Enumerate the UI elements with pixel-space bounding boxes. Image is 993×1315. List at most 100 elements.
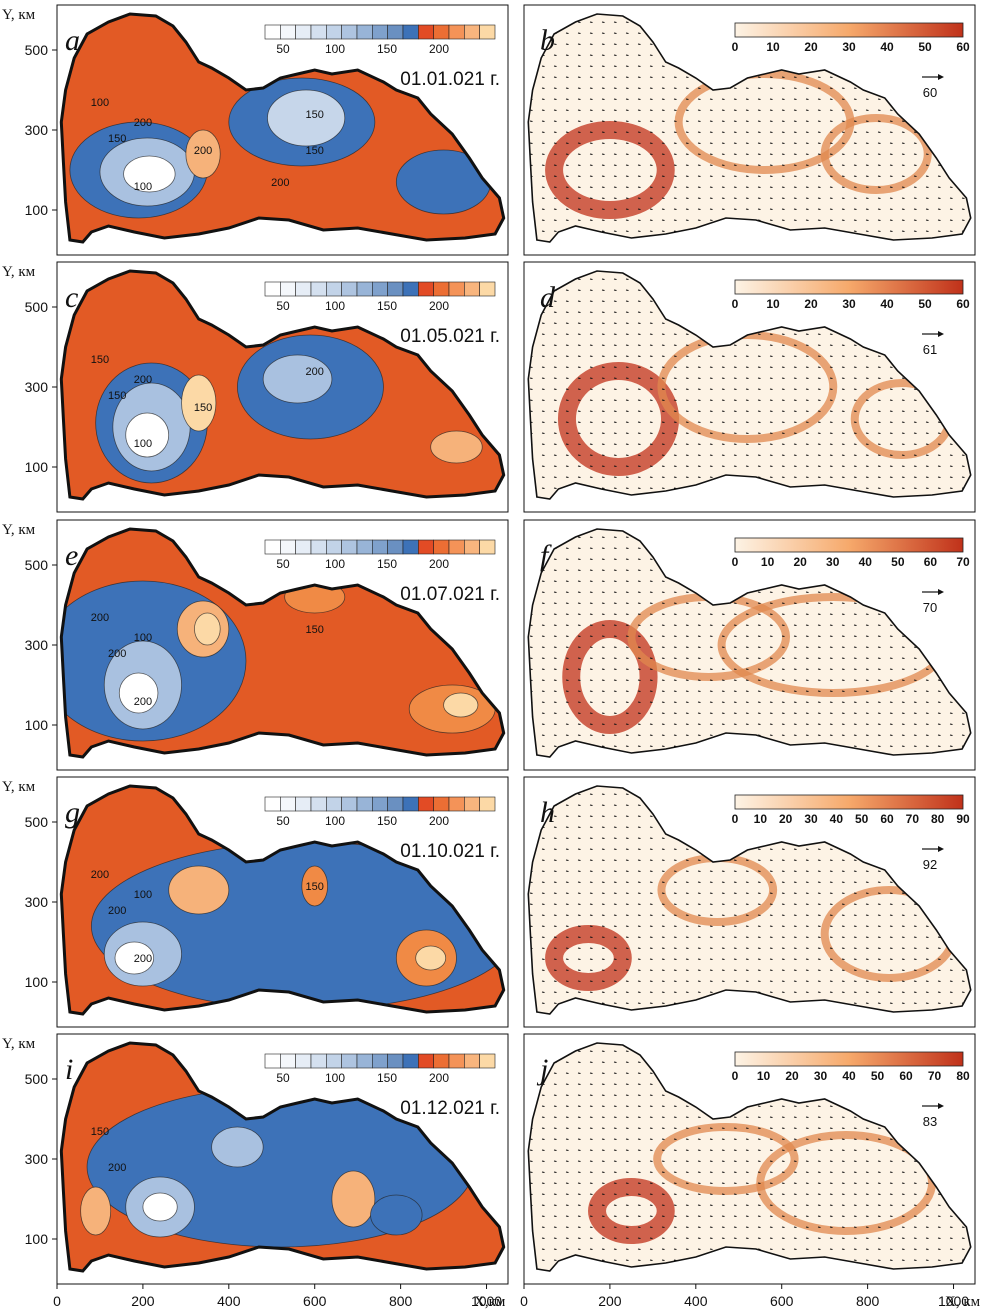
velocity-vector [889,624,893,626]
velocity-vector [637,54,641,56]
velocity-vector [553,701,557,703]
velocity-vector [769,1204,773,1206]
velocity-vector [697,1204,701,1206]
velocity-vector [589,826,593,828]
velocity-vector [793,175,797,177]
velocity-vector [577,344,581,346]
velocity-vector [709,903,713,905]
velocity-vector [709,991,713,993]
velocity-vector [625,1226,629,1228]
velocity-vector [853,1215,857,1217]
velocity-vector [745,646,749,648]
velocity-vector [877,1127,881,1129]
velocity-vector [841,465,845,467]
velocity-vector [733,164,737,166]
velocity-vector [889,476,893,478]
velocity-vector [709,646,713,648]
velocity-vector [553,848,557,850]
velocity-vector [769,991,773,993]
velocity-vector [601,1182,605,1184]
velocity-vector [733,914,737,916]
velocity-vector [685,1149,689,1151]
velocity-vector [793,1182,797,1184]
velocity-vector [637,131,641,133]
colorbar-tick-label: 50 [276,299,290,313]
velocity-vector [541,432,545,434]
velocity-vector [613,1237,617,1239]
velocity-vector [661,219,665,221]
velocity-vector [625,914,629,916]
velocity-vector [577,186,581,188]
velocity-vector [589,547,593,549]
velocity-vector [685,1138,689,1140]
velocity-vector [877,635,881,637]
velocity-vector [625,969,629,971]
velocity-vector [697,635,701,637]
velocity-vector [733,701,737,703]
velocity-vector [853,1248,857,1250]
velocity-vector [781,164,785,166]
velocity-vector [565,465,569,467]
velocity-vector [637,804,641,806]
velocity-vector [565,421,569,423]
velocity-vector [877,1248,881,1250]
velocity-vector [817,646,821,648]
velocity-vector [841,120,845,122]
velocity-vector [853,164,857,166]
velocity-vector [625,1138,629,1140]
velocity-vector [625,98,629,100]
velocity-vector [577,723,581,725]
y-tick-label: 100 [25,717,49,733]
depth-contour-region [443,692,479,718]
velocity-vector [877,197,881,199]
velocity-vector [697,175,701,177]
velocity-vector [877,120,881,122]
velocity-vector [589,947,593,949]
velocity-vector [733,388,737,390]
velocity-vector [865,1182,869,1184]
velocity-vector [541,848,545,850]
velocity-vector [841,870,845,872]
velocity-vector [649,465,653,467]
velocity-vector [853,109,857,111]
velocity-vector [961,980,965,982]
velocity-vector [613,344,617,346]
velocity-vector [637,322,641,324]
velocity-vector [601,153,605,155]
colorbar-tick-label: 10 [761,555,775,569]
velocity-vector [961,969,965,971]
velocity-vector [889,690,893,692]
velocity-vector [709,723,713,725]
velocity-vector [937,197,941,199]
velocity-vector [805,947,809,949]
reference-vector-label: 83 [923,1114,937,1129]
velocity-vector [709,1138,713,1140]
velocity-vector [865,668,869,670]
velocity-vector [841,881,845,883]
velocity-vector [589,465,593,467]
velocity-vector [601,734,605,736]
velocity-vector [889,635,893,637]
velocity-vector [649,230,653,232]
velocity-vector [817,969,821,971]
velocity-vector [565,804,569,806]
velocity-vector [673,635,677,637]
velocity-vector [529,399,533,401]
velocity-vector [637,1061,641,1063]
velocity-vector [817,602,821,604]
velocity-vector [649,936,653,938]
velocity-vector [637,1105,641,1107]
velocity-vector [865,432,869,434]
velocity-vector [649,1226,653,1228]
velocity-vector [841,87,845,89]
velocity-vector [805,646,809,648]
velocity-vector [733,870,737,872]
velocity-vector [721,142,725,144]
velocity-vector [637,300,641,302]
reference-vector-label: 70 [923,600,937,615]
velocity-vector [589,903,593,905]
velocity-vector [709,980,713,982]
colorbar-cell [326,796,342,812]
velocity-vector [889,925,893,927]
velocity-vector [697,690,701,692]
